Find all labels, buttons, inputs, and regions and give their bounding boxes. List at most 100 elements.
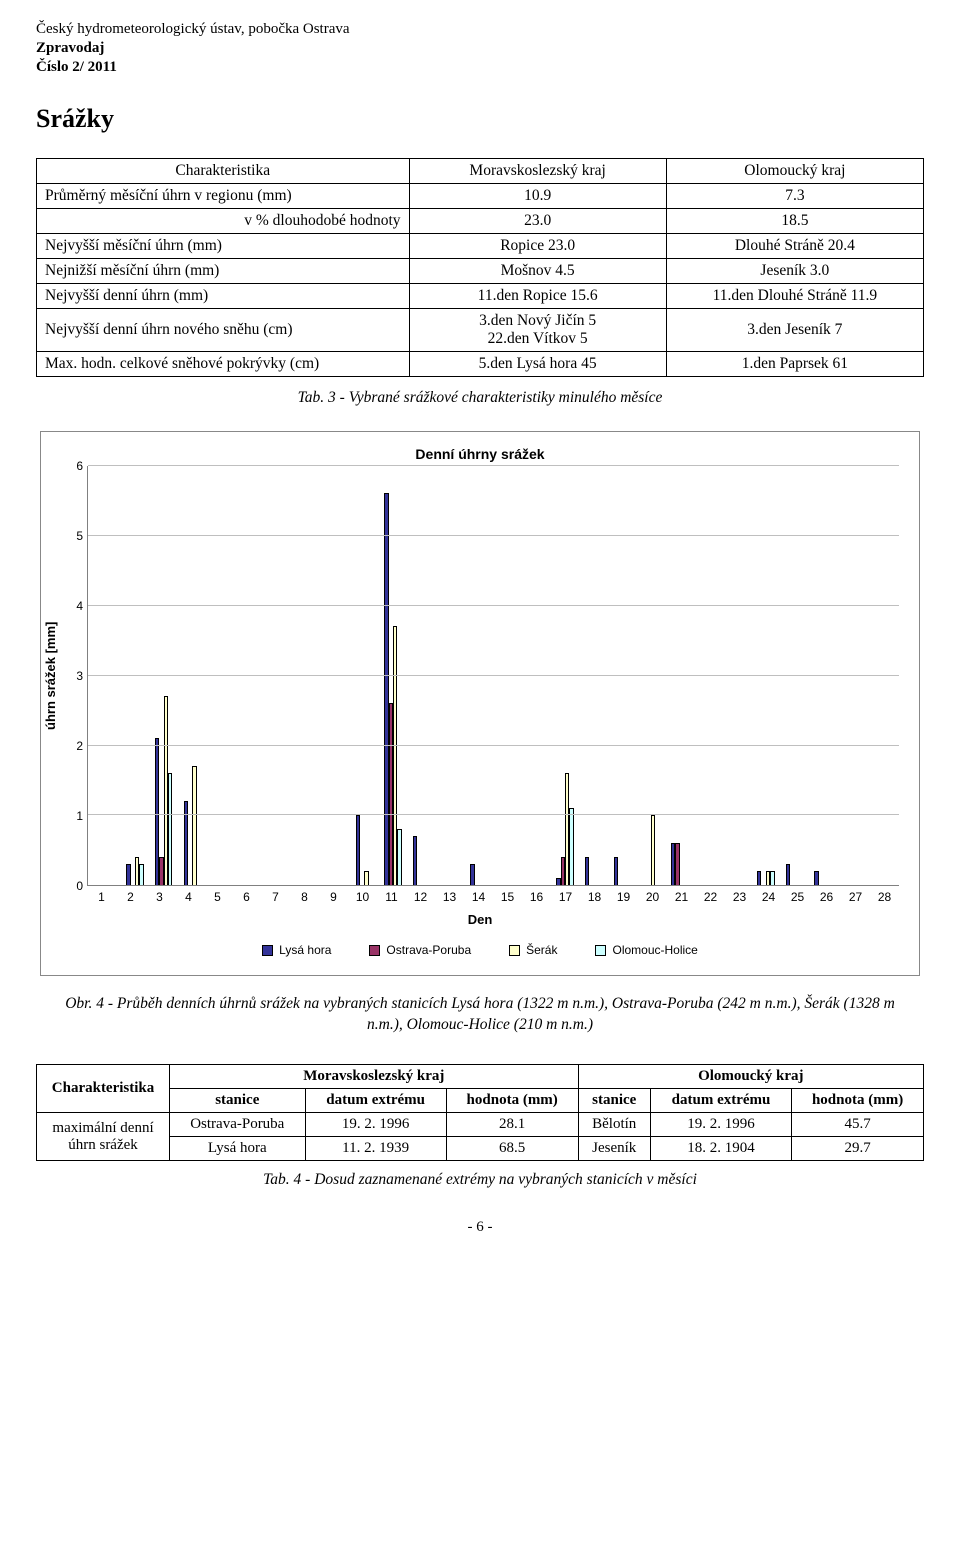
- header-title: Zpravodaj: [36, 39, 924, 58]
- table-cell: 7.3: [666, 184, 923, 209]
- bar: [651, 815, 655, 885]
- table-row-label: Max. hodn. celkové sněhové pokrývky (cm): [37, 352, 410, 377]
- header-org: Český hydrometeorologický ústav, pobočka…: [36, 20, 924, 39]
- x-tick: 6: [232, 890, 261, 904]
- bar: [356, 815, 360, 885]
- t2-r1c5: 29.7: [792, 1137, 924, 1161]
- table-cell: 11.den Dlouhé Stráně 11.9: [666, 284, 923, 309]
- t2-region2: Olomoucký kraj: [578, 1065, 923, 1089]
- precipitation-chart: Denní úhrny srážek úhrn srážek [mm] 6543…: [40, 431, 920, 976]
- table-cell: 5.den Lysá hora 45: [409, 352, 666, 377]
- day-group: [866, 466, 895, 885]
- table-cell: 18.5: [666, 209, 923, 234]
- t2-r1c1: 11. 2. 1939: [305, 1137, 446, 1161]
- day-group: [493, 466, 522, 885]
- day-group: [407, 466, 436, 885]
- x-tick: 13: [435, 890, 464, 904]
- x-tick: 10: [348, 890, 377, 904]
- t2-r1c3: Jeseník: [578, 1137, 650, 1161]
- x-tick: 19: [609, 890, 638, 904]
- bar: [413, 836, 417, 885]
- header-issue: Číslo 2/ 2011: [36, 58, 924, 77]
- legend-swatch: [595, 945, 606, 956]
- bar: [786, 864, 790, 885]
- chart-y-axis: 6543210: [65, 466, 87, 886]
- t2-r0c0: Ostrava-Poruba: [170, 1113, 305, 1137]
- day-group: [608, 466, 637, 885]
- bar: [770, 871, 774, 885]
- x-tick: 28: [870, 890, 899, 904]
- x-tick: 16: [522, 890, 551, 904]
- t2-r0c3: Bělotín: [578, 1113, 650, 1137]
- x-tick: 5: [203, 890, 232, 904]
- day-group: [293, 466, 322, 885]
- legend-item: Šerák: [509, 943, 557, 957]
- x-tick: 8: [290, 890, 319, 904]
- bar: [168, 773, 172, 885]
- table-row-label: Nejnižší měsíční úhrn (mm): [37, 259, 410, 284]
- day-group: [723, 466, 752, 885]
- x-tick: 27: [841, 890, 870, 904]
- day-group: [837, 466, 866, 885]
- bar: [139, 864, 143, 885]
- x-tick: 24: [754, 890, 783, 904]
- chart-title: Denní úhrny srážek: [41, 432, 919, 466]
- t2-sh2-1: datum extrému: [650, 1089, 791, 1113]
- table-cell: 1.den Paprsek 61: [666, 352, 923, 377]
- table-cell: 23.0: [409, 209, 666, 234]
- day-group: [637, 466, 666, 885]
- bar: [757, 871, 761, 885]
- legend-item: Olomouc-Holice: [595, 943, 697, 957]
- chart-x-label: Den: [41, 912, 919, 927]
- x-tick: 4: [174, 890, 203, 904]
- t2-r0c1: 19. 2. 1996: [305, 1113, 446, 1137]
- x-tick: 14: [464, 890, 493, 904]
- day-group: [350, 466, 379, 885]
- x-tick: 3: [145, 890, 174, 904]
- document-header: Český hydrometeorologický ústav, pobočka…: [36, 20, 924, 76]
- bar: [614, 857, 618, 885]
- chart-x-axis: 1234567891011121314151617181920212223242…: [41, 890, 919, 904]
- x-tick: 17: [551, 890, 580, 904]
- bar: [814, 871, 818, 885]
- day-group: [379, 466, 408, 885]
- x-tick: 25: [783, 890, 812, 904]
- x-tick: 22: [696, 890, 725, 904]
- t2-sh2-0: stanice: [578, 1089, 650, 1113]
- chart-legend: Lysá hora Ostrava-Poruba Šerák Olomouc-Holi…: [41, 943, 919, 975]
- day-group: [92, 466, 121, 885]
- x-tick: 12: [406, 890, 435, 904]
- table-cell: Ropice 23.0: [409, 234, 666, 259]
- bar: [126, 864, 130, 885]
- t2-sh1-0: stanice: [170, 1089, 305, 1113]
- t2-char-label: Charakteristika: [37, 1065, 170, 1113]
- bar: [470, 864, 474, 885]
- table2-caption: Tab. 4 - Dosud zaznamenané extrémy na vy…: [36, 1171, 924, 1189]
- day-group: [264, 466, 293, 885]
- legend-label: Lysá hora: [279, 943, 331, 957]
- t2-r0c2: 28.1: [446, 1113, 578, 1137]
- table-row-label: Nejvyšší denní úhrn nového sněhu (cm): [37, 309, 410, 352]
- day-group: [751, 466, 780, 885]
- extremes-table: Charakteristika Moravskoslezský kraj Olo…: [36, 1064, 924, 1161]
- x-tick: 1: [87, 890, 116, 904]
- day-group: [178, 466, 207, 885]
- t1-h2: Olomoucký kraj: [666, 159, 923, 184]
- page-number: - 6 -: [36, 1219, 924, 1236]
- day-group: [321, 466, 350, 885]
- bar: [192, 766, 196, 885]
- bar: [397, 829, 401, 885]
- table-cell: Mošnov 4.5: [409, 259, 666, 284]
- legend-label: Ostrava-Poruba: [386, 943, 471, 957]
- legend-swatch: [262, 945, 273, 956]
- day-group: [579, 466, 608, 885]
- day-group: [149, 466, 178, 885]
- table-cell: 11.den Ropice 15.6: [409, 284, 666, 309]
- figure-caption: Obr. 4 - Průběh denních úhrnů srážek na …: [65, 994, 895, 1036]
- table-row-label: Nejvyšší denní úhrn (mm): [37, 284, 410, 309]
- table-cell: Dlouhé Stráně 20.4: [666, 234, 923, 259]
- chart-y-label: úhrn srážek [mm]: [41, 466, 65, 886]
- x-tick: 9: [319, 890, 348, 904]
- table-cell: 3.den Nový Jičín 5 22.den Vítkov 5: [409, 309, 666, 352]
- table-cell: 3.den Jeseník 7: [666, 309, 923, 352]
